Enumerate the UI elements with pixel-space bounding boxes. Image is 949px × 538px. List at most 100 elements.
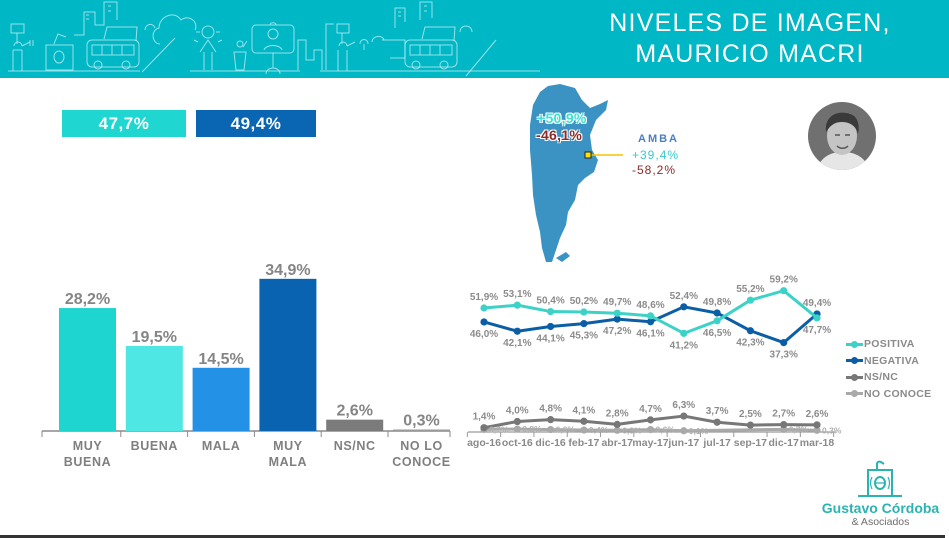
bar xyxy=(59,308,116,431)
legend-label: NO CONOCE xyxy=(864,387,932,400)
series-line-positiva xyxy=(483,289,818,335)
point-value-label: 2,7% xyxy=(772,409,795,420)
point-value-label: 46,0% xyxy=(470,329,498,340)
negative-total-badge: 49,4% xyxy=(196,110,316,137)
data-point xyxy=(813,421,821,429)
data-point xyxy=(746,327,755,335)
data-point xyxy=(646,312,655,320)
bar-value-label: 34,9% xyxy=(265,262,310,279)
legend-item: NEGATIVA xyxy=(846,353,931,370)
legend-item: NO CONOCE xyxy=(846,386,931,403)
point-value-label: 0,1% xyxy=(689,426,709,436)
point-value-label: 2,5% xyxy=(739,409,762,420)
building-icon xyxy=(74,1,118,36)
point-value-label: 2,8% xyxy=(606,408,629,419)
data-point xyxy=(680,329,688,337)
x-tick-label: mar-18 xyxy=(800,437,835,449)
point-value-label: 53,1% xyxy=(503,289,531,300)
point-value-label: 0,7% xyxy=(489,424,509,434)
bus-icon xyxy=(86,26,140,70)
point-value-label: 49,7% xyxy=(603,297,631,308)
point-value-label: 50,2% xyxy=(570,296,598,307)
point-value-label: 47,7% xyxy=(803,325,831,336)
data-point xyxy=(713,309,721,317)
diagonal-line-icon xyxy=(465,39,497,77)
bar-category-label: NO LO CONOCE xyxy=(392,439,451,469)
trend-line-chart: ago-16 oct-16 dic-16 feb-17 abr-17 may-17 jun-… xyxy=(466,275,842,449)
data-point xyxy=(746,421,755,429)
data-point xyxy=(813,314,821,322)
point-value-label: 41,2% xyxy=(670,340,698,351)
point-value-label: 1,4% xyxy=(473,412,496,423)
data-point xyxy=(547,322,555,331)
x-tick-label: jul-17 xyxy=(702,437,731,449)
tierra-del-fuego-icon xyxy=(556,252,570,262)
legend-label: NS/NC xyxy=(864,371,899,384)
crowd-person-icon xyxy=(193,25,223,70)
point-value-label: 0,4% xyxy=(589,425,609,435)
point-value-label: 48,6% xyxy=(636,300,664,311)
point-value-label: 42,1% xyxy=(503,338,531,349)
data-point xyxy=(780,287,788,295)
x-tick-label: dic-17 xyxy=(769,437,800,449)
bar xyxy=(393,429,450,431)
point-value-label: 0,8% xyxy=(522,424,542,434)
candidate-photo xyxy=(808,102,876,170)
point-value-label: 4,0% xyxy=(506,406,529,417)
line-chart-legend: POSITIVA NEGATIVA NS/NC NO CONOCE xyxy=(846,336,931,402)
legend-label: POSITIVA xyxy=(864,338,915,351)
header-banner: NIVELES DE IMAGEN, MAURICIO MACRI xyxy=(0,0,949,78)
data-point xyxy=(480,424,488,432)
cloud-icon xyxy=(141,14,197,73)
data-point xyxy=(613,315,621,323)
bus-icon-2 xyxy=(404,25,473,70)
point-value-label: 51,9% xyxy=(470,292,498,303)
data-point xyxy=(780,421,788,429)
face-icon xyxy=(827,117,857,155)
point-value-label: 0,3% xyxy=(622,425,642,435)
bar xyxy=(125,345,183,431)
point-value-label: 45,3% xyxy=(570,331,598,342)
point-value-label: 46,5% xyxy=(703,328,731,339)
data-point xyxy=(613,420,621,428)
data-point xyxy=(646,416,655,424)
point-value-label: 0,7% xyxy=(789,424,809,434)
data-point xyxy=(513,327,521,335)
bar-category-label: MUY BUENA xyxy=(63,439,112,469)
rating-bar-chart: 28,2% 19,5% 14,5% 34,9% 2,6% 0,3% xyxy=(41,262,451,437)
bar-value-label: 2,6% xyxy=(336,403,372,420)
bar-value-label: 28,2% xyxy=(65,291,110,308)
speaker-podium-icon xyxy=(233,40,248,71)
city-illustration xyxy=(8,1,540,77)
point-value-label: 55,2% xyxy=(736,284,764,295)
point-value-label: 42,3% xyxy=(736,338,764,349)
point-value-label: 4,7% xyxy=(639,404,662,415)
point-value-label: 49,8% xyxy=(703,297,731,308)
data-point xyxy=(580,308,588,316)
data-point xyxy=(713,317,721,325)
x-tick-label: ago-16 xyxy=(467,437,501,449)
bottom-divider xyxy=(0,535,945,538)
point-value-label: 3,7% xyxy=(706,406,729,417)
point-value-label: 59,2% xyxy=(770,275,798,286)
x-tick-label: abr-17 xyxy=(601,437,633,449)
point-value-label: 0,3% xyxy=(822,425,842,435)
data-point xyxy=(646,318,655,326)
point-value-label: 4,8% xyxy=(539,404,562,415)
data-point xyxy=(680,427,688,435)
data-point xyxy=(613,309,621,317)
point-value-label: 49,4% xyxy=(803,298,831,309)
data-point xyxy=(680,412,688,420)
protester-icon xyxy=(10,23,34,71)
point-value-label: 52,4% xyxy=(670,291,698,302)
x-tick-label: oct-16 xyxy=(502,437,533,449)
point-value-label: 4,1% xyxy=(573,405,596,416)
point-value-label: 46,1% xyxy=(636,329,664,340)
brand-logo-icon xyxy=(858,460,902,497)
bar-category-label: MALA xyxy=(201,439,241,453)
building-icon-2 xyxy=(394,1,433,28)
legend-item: NS/NC xyxy=(846,369,931,386)
data-point xyxy=(580,417,588,425)
point-value-label: 37,3% xyxy=(770,350,798,361)
